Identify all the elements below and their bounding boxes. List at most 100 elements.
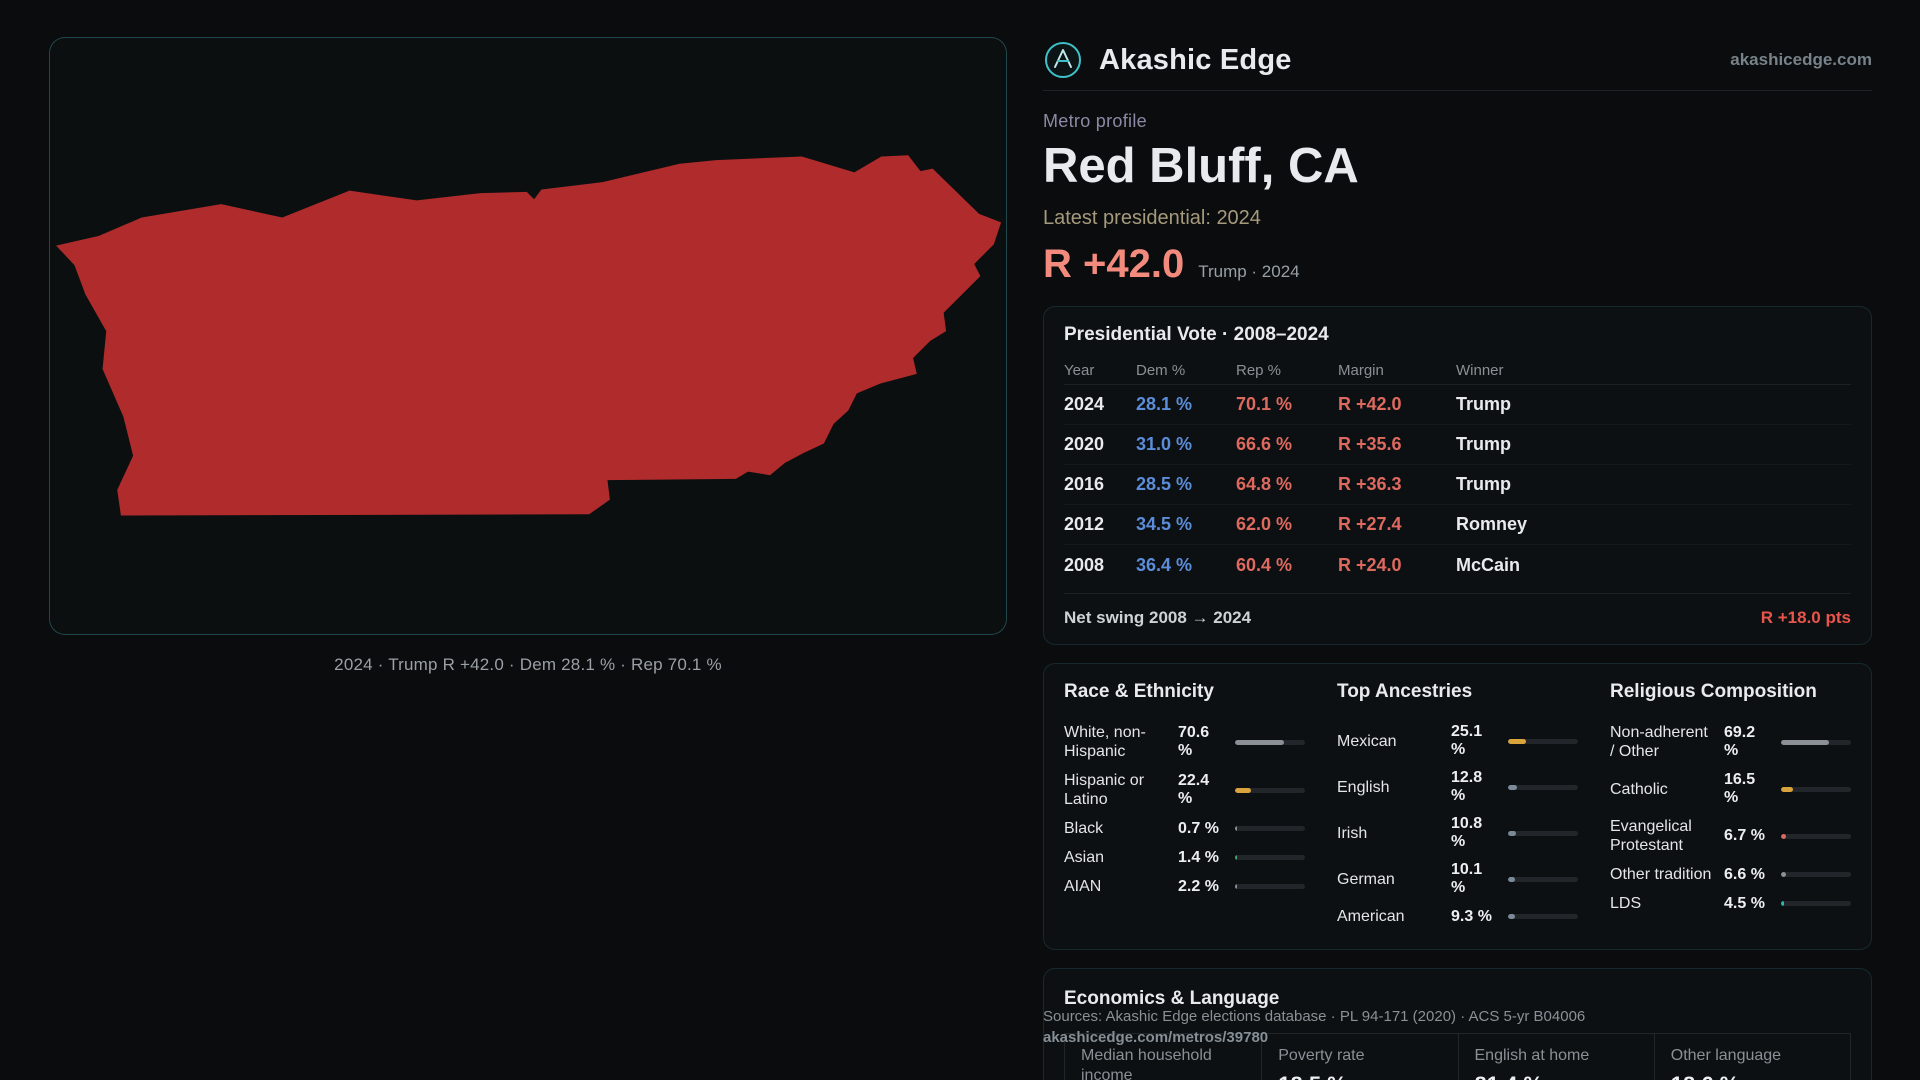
table-row: 2012 34.5 % 62.0 % R +27.4 Romney bbox=[1064, 505, 1851, 545]
demo-value: 4.5 % bbox=[1724, 894, 1765, 912]
economics-stats: Median household income $43,776 Poverty … bbox=[1064, 1033, 1851, 1080]
demo-label: Mexican bbox=[1337, 732, 1397, 750]
mini-bar bbox=[1235, 855, 1305, 860]
top-ancestries-column: Top Ancestries Mexican 25.1 % English 12… bbox=[1337, 680, 1578, 931]
list-item: English 12.8 % bbox=[1337, 764, 1578, 810]
demo-value: 70.6 % bbox=[1178, 724, 1210, 759]
metro-map-card bbox=[49, 37, 1007, 635]
stat-other-language: Other language 18.6 % bbox=[1653, 1034, 1850, 1080]
cell-margin: R +42.0 bbox=[1338, 394, 1402, 414]
cell-rep: 70.1 % bbox=[1236, 394, 1293, 414]
metro-shape bbox=[56, 155, 1002, 516]
demo-label: Non-adherent / Other bbox=[1610, 724, 1708, 760]
col-header-dem: Dem % bbox=[1136, 362, 1186, 379]
cell-rep: 62.0 % bbox=[1236, 514, 1293, 534]
table-row: 2024 28.1 % 70.1 % R +42.0 Trump bbox=[1064, 385, 1851, 425]
demo-value: 6.6 % bbox=[1724, 865, 1765, 883]
race-ethnicity-title: Race & Ethnicity bbox=[1064, 681, 1214, 702]
stat-label: English at home bbox=[1474, 1047, 1590, 1064]
cell-year: 2012 bbox=[1064, 514, 1105, 534]
cell-rep: 60.4 % bbox=[1236, 554, 1293, 575]
list-item: Catholic 16.5 % bbox=[1610, 766, 1851, 812]
site-domain-link[interactable]: akashicedge.com bbox=[1730, 50, 1872, 69]
demo-label: LDS bbox=[1610, 895, 1642, 912]
demo-label: White, non-Hispanic bbox=[1064, 724, 1146, 760]
demo-value: 0.7 % bbox=[1178, 819, 1219, 837]
mini-bar bbox=[1781, 739, 1851, 745]
mini-bar bbox=[1235, 787, 1305, 793]
page-title: Red Bluff, CA bbox=[1043, 139, 1359, 193]
demographics-card: Race & Ethnicity White, non-Hispanic 70.… bbox=[1043, 663, 1872, 950]
mini-bar bbox=[1508, 876, 1578, 882]
pres-table: Year Dem % Rep % Margin Winner 2024 28.1… bbox=[1064, 357, 1851, 585]
table-row: 2008 36.4 % 60.4 % R +24.0 McCain bbox=[1064, 545, 1851, 585]
demo-label: English bbox=[1337, 778, 1390, 796]
cell-winner: Trump bbox=[1456, 434, 1512, 454]
list-item: Non-adherent / Other 69.2 % bbox=[1610, 718, 1851, 766]
mini-bar bbox=[1508, 830, 1578, 836]
demo-label: American bbox=[1337, 908, 1405, 925]
list-item: AIAN 2.2 % bbox=[1064, 872, 1305, 901]
demo-value: 12.8 % bbox=[1451, 769, 1483, 804]
cell-dem: 34.5 % bbox=[1136, 514, 1193, 534]
demo-value: 22.4 % bbox=[1178, 772, 1210, 807]
economics-title: Economics & Language bbox=[1064, 988, 1280, 1009]
demo-value: 10.8 % bbox=[1451, 815, 1483, 850]
cell-dem: 36.4 % bbox=[1136, 554, 1193, 575]
mini-bar bbox=[1508, 914, 1578, 919]
mini-bar bbox=[1508, 738, 1578, 744]
demo-label: Hispanic or Latino bbox=[1064, 772, 1145, 808]
religious-composition-column: Religious Composition Non-adherent / Oth… bbox=[1610, 680, 1851, 931]
cell-year: 2016 bbox=[1064, 474, 1105, 494]
cell-margin: R +36.3 bbox=[1338, 474, 1402, 494]
sources-line: Sources: Akashic Edge elections database… bbox=[1043, 1008, 1586, 1025]
presidential-vote-card: Presidential Vote · 2008–2024 Year Dem %… bbox=[1043, 306, 1872, 645]
header-divider bbox=[1043, 90, 1872, 91]
stat-median-income: Median household income $43,776 bbox=[1065, 1034, 1261, 1080]
demo-value: 2.2 % bbox=[1178, 877, 1219, 895]
mini-bar bbox=[1235, 739, 1305, 745]
mini-bar bbox=[1781, 872, 1851, 877]
stat-english-at-home: English at home 81.4 % bbox=[1457, 1034, 1654, 1080]
demo-value: 25.1 % bbox=[1451, 723, 1483, 758]
latest-presidential-label: Latest presidential: 2024 bbox=[1043, 207, 1261, 229]
demo-label: Asian bbox=[1064, 849, 1105, 866]
stat-value: 18.5 % bbox=[1278, 1072, 1441, 1080]
cell-rep: 66.6 % bbox=[1236, 434, 1293, 454]
list-item: German 10.1 % bbox=[1337, 856, 1578, 902]
cell-dem: 28.5 % bbox=[1136, 474, 1193, 494]
headline-margin-value: R +42.0 bbox=[1043, 242, 1185, 286]
list-item: LDS 4.5 % bbox=[1610, 889, 1851, 918]
list-item: Hispanic or Latino 22.4 % bbox=[1064, 766, 1305, 814]
stat-value: 81.4 % bbox=[1475, 1072, 1638, 1080]
akashic-edge-logo-icon bbox=[1045, 42, 1081, 78]
col-header-year: Year bbox=[1064, 362, 1095, 379]
cell-winner: Trump bbox=[1456, 394, 1512, 414]
mini-bar bbox=[1235, 884, 1305, 889]
cell-dem: 31.0 % bbox=[1136, 434, 1193, 454]
demo-label: German bbox=[1337, 870, 1395, 888]
metro-permalink[interactable]: akashicedge.com/metros/39780 bbox=[1043, 1029, 1269, 1046]
cell-margin: R +27.4 bbox=[1338, 514, 1402, 534]
net-swing-label: Net swing 2008 → 2024 bbox=[1064, 608, 1252, 627]
mini-bar bbox=[1781, 901, 1851, 906]
profile-column: Akashic Edge akashicedge.com Metro profi… bbox=[1043, 0, 1872, 1080]
demo-value: 16.5 % bbox=[1724, 771, 1756, 806]
pres-card-title: Presidential Vote · 2008–2024 bbox=[1064, 324, 1329, 345]
headline-margin-row: R +42.0 Trump · 2024 bbox=[1043, 240, 1872, 296]
list-item: Other tradition 6.6 % bbox=[1610, 860, 1851, 889]
list-item: Mexican 25.1 % bbox=[1337, 718, 1578, 764]
stat-label: Poverty rate bbox=[1278, 1047, 1365, 1064]
religious-composition-title: Religious Composition bbox=[1610, 681, 1817, 702]
net-swing-value: R +18.0 pts bbox=[1760, 608, 1851, 627]
mini-bar bbox=[1508, 784, 1578, 790]
list-item: American 9.3 % bbox=[1337, 902, 1578, 931]
demo-label: Evangelical Protestant bbox=[1610, 818, 1692, 854]
demo-value: 1.4 % bbox=[1178, 848, 1219, 866]
cell-winner: Romney bbox=[1456, 514, 1528, 534]
net-swing-row: Net swing 2008 → 2024 R +18.0 pts bbox=[1064, 593, 1851, 628]
list-item: Evangelical Protestant 6.7 % bbox=[1610, 812, 1851, 860]
headline-margin-sub: Trump · 2024 bbox=[1198, 262, 1300, 281]
demo-label: Black bbox=[1064, 820, 1104, 837]
demo-value: 10.1 % bbox=[1451, 861, 1483, 896]
